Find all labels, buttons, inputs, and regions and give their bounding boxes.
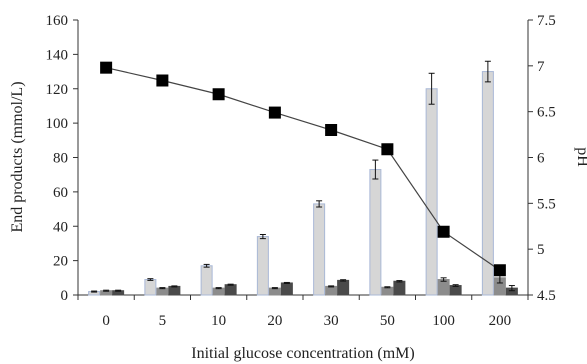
bar-series-3-10: [224, 284, 237, 296]
bar-series-3-20: [280, 282, 293, 296]
error-bar: [103, 289, 110, 292]
y2-tick-label: 5: [537, 242, 545, 258]
bar-series-2-30: [325, 285, 338, 296]
error-bar: [428, 72, 435, 105]
error-bar: [227, 283, 234, 286]
y-tick-label: 100: [46, 116, 69, 132]
ph-marker-200: [493, 264, 506, 277]
bar-series-1-100: [425, 88, 438, 296]
y2-axis-title: pH: [574, 147, 587, 167]
x-tick-label: 200: [489, 313, 512, 329]
x-tick-label: 30: [324, 313, 339, 329]
ph-marker-0: [100, 61, 113, 74]
y2-tick-label: 5.5: [537, 196, 556, 212]
x-tick-label: 0: [102, 313, 110, 329]
bar-series-1-50: [369, 169, 382, 296]
error-bar: [171, 285, 178, 288]
x-tick-label: 10: [211, 313, 226, 329]
x-axis-title: Initial glucose concentration (mM): [191, 345, 414, 362]
bar-series-3-50: [393, 280, 406, 296]
error-bar: [271, 287, 278, 290]
error-bar: [91, 290, 98, 293]
error-bar: [340, 279, 347, 282]
error-bar: [384, 286, 391, 289]
y-axis-ticks: 0 20 40 60 80 100 120 140 160: [46, 13, 78, 304]
y-tick-label: 160: [46, 13, 69, 29]
ph-marker-30: [325, 124, 338, 136]
error-bar: [484, 60, 491, 83]
x-tick-label: 50: [380, 313, 395, 329]
y2-tick-label: 6.5: [537, 105, 556, 121]
bar-series-1-10: [200, 265, 213, 296]
y-tick-label: 80: [53, 151, 68, 167]
error-bars: [91, 60, 515, 293]
ph-marker-20: [268, 106, 281, 119]
y-tick-label: 20: [53, 254, 68, 270]
bar-series-2-100: [437, 279, 450, 296]
error-bar: [452, 284, 459, 287]
y-tick-label: 120: [46, 82, 69, 98]
y-tick-label: 140: [46, 47, 69, 63]
error-bar: [203, 263, 210, 268]
plot-area: 0 20 40 60 80 100 120 140 160 4.5 5 5.5 6 6.5 7 7.5 0 5…: [46, 13, 556, 329]
ph-marker-50: [381, 143, 394, 156]
error-bar: [372, 159, 379, 180]
bar-series-2-10: [212, 287, 225, 296]
y2-tick-label: 6: [537, 151, 545, 167]
y2-tick-label: 4.5: [537, 288, 556, 304]
bar-series-3-5: [168, 285, 181, 296]
y-tick-label: 40: [53, 219, 68, 235]
bar-series: [88, 71, 518, 296]
ph-line: [105, 67, 501, 271]
y2-axis-ticks: 4.5 5 5.5 6 6.5 7 7.5: [528, 13, 556, 304]
error-bar: [215, 287, 222, 290]
bar-series-3-100: [449, 285, 462, 296]
error-bar: [396, 280, 403, 283]
error-bar: [328, 285, 335, 288]
x-tick-label: 100: [432, 313, 455, 329]
bar-series-2-5: [156, 287, 169, 296]
ph-marker-10: [212, 88, 225, 101]
x-tick-label: 5: [159, 313, 167, 329]
y-tick-label: 60: [53, 185, 68, 201]
bar-series-2-20: [268, 287, 281, 296]
error-bar: [259, 234, 266, 240]
x-tick-label: 20: [267, 313, 282, 329]
error-bar: [508, 285, 515, 292]
error-bar: [147, 278, 154, 281]
y-tick-label: 0: [61, 288, 69, 304]
bar-series-3-30: [337, 279, 350, 296]
y2-tick-label: 7.5: [537, 13, 556, 29]
bar-series-2-50: [381, 286, 394, 296]
error-bar: [440, 277, 447, 282]
error-bar: [115, 289, 122, 292]
bar-series-1-30: [313, 203, 326, 296]
bar-series-1-20: [256, 236, 269, 296]
ph-marker-5: [156, 74, 169, 87]
error-bar: [283, 281, 290, 284]
error-bar: [159, 287, 166, 290]
x-axis-ticks: 0 5 10 20 30 50 100 200: [77, 295, 529, 329]
y2-tick-label: 7: [537, 59, 545, 75]
bar-series-1-5: [144, 279, 157, 296]
y-axis-title: End products (mmol/L): [9, 81, 26, 232]
error-bar: [316, 200, 323, 208]
ph-marker-100: [437, 225, 450, 238]
ph-line-series: [100, 61, 506, 277]
